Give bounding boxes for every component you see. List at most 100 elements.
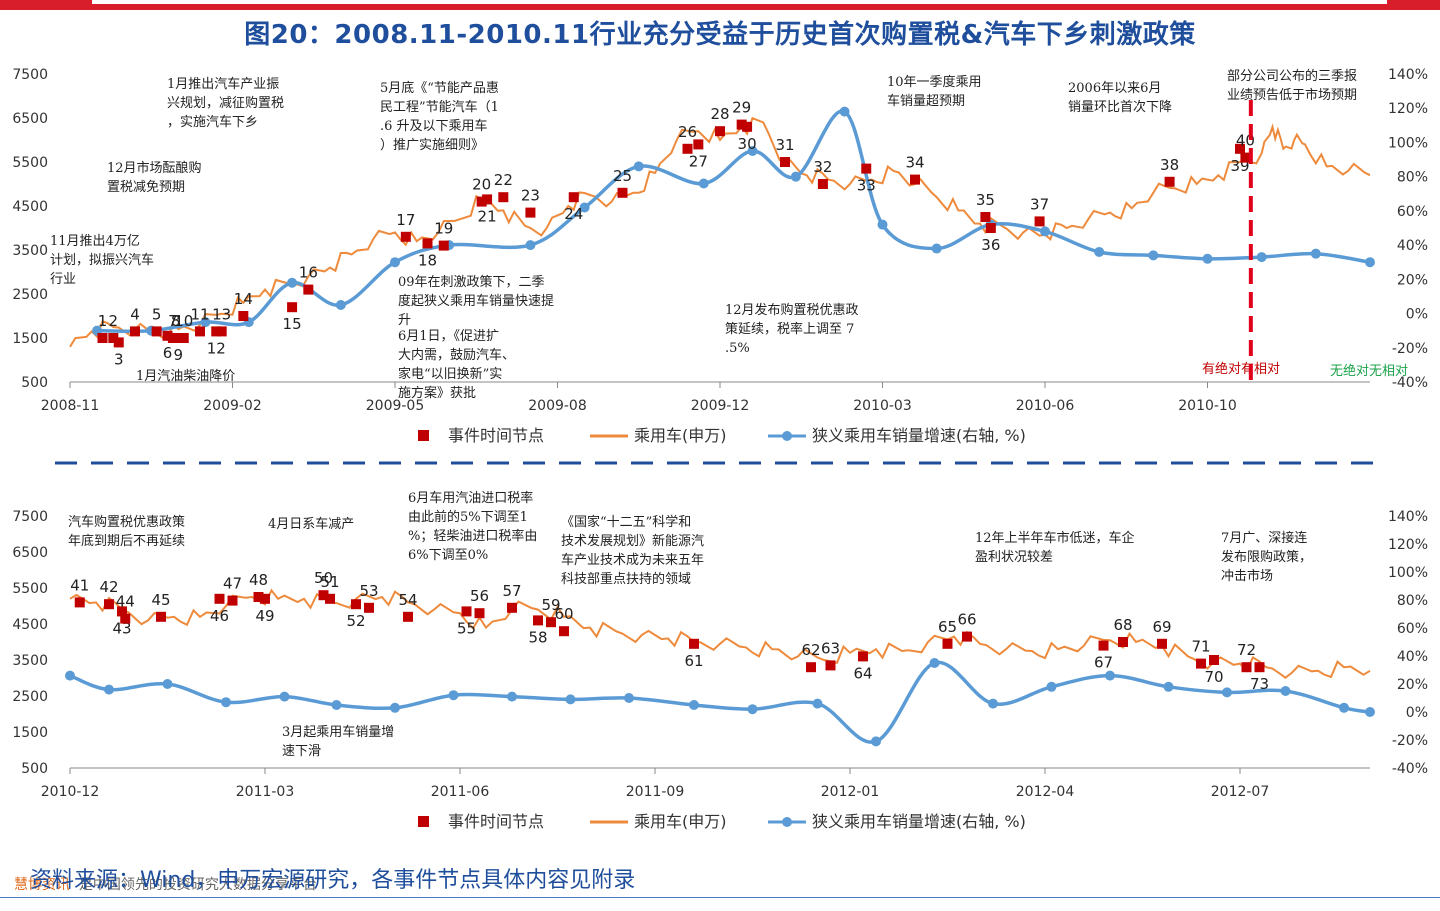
legend-growth-dot <box>782 431 792 441</box>
event-label: 56 <box>470 587 489 605</box>
growth-point <box>1256 252 1267 263</box>
annotation-text: 11月推出4万亿计划，拟振兴汽车行业 <box>50 234 154 287</box>
event-label: 29 <box>732 99 751 117</box>
right-tick-label: -40% <box>1392 375 1428 391</box>
legend-growth-label: 狭义乘用车销量增速(右轴, %) <box>812 812 1026 831</box>
left-tick-label: 7500 <box>12 509 48 525</box>
right-tick-label: 60% <box>1397 621 1428 637</box>
x-tick-label: 2010-12 <box>41 784 100 800</box>
event-marker <box>108 333 119 343</box>
event-marker <box>364 602 374 613</box>
event-label: 52 <box>346 612 365 630</box>
event-marker <box>806 662 816 673</box>
event-label: 62 <box>801 641 820 659</box>
event-marker <box>173 333 184 343</box>
event-label: 60 <box>554 605 573 623</box>
x-tick-label: 2009-12 <box>691 398 750 414</box>
annotation-text: 6月车用汽油进口税率由此前的5%下调至1 %；轻柴油进口税率由 6%下调至0% <box>408 490 537 563</box>
event-label: 13 <box>212 305 231 323</box>
growth-point <box>1040 226 1050 237</box>
event-marker <box>985 223 996 233</box>
event-label: 36 <box>981 236 1000 254</box>
event-label: 37 <box>1030 195 1049 213</box>
event-marker <box>498 192 509 203</box>
left-tick-label: 2500 <box>12 689 48 705</box>
event-label: 27 <box>689 152 708 170</box>
growth-point <box>579 202 590 213</box>
event-label: 9 <box>174 346 184 364</box>
event-label: 1 <box>98 312 108 330</box>
right-tick-label: 20% <box>1397 677 1428 693</box>
legend-index-label: 乘用车(申万) <box>634 812 727 831</box>
event-marker <box>1157 638 1167 649</box>
event-marker <box>1241 662 1252 673</box>
left-tick-label: 6500 <box>12 111 48 127</box>
right-tick-label: 100% <box>1388 565 1428 581</box>
right-tick-label: 140% <box>1388 509 1428 525</box>
event-label: 50 <box>314 569 333 587</box>
chart-top: 7500650055004500350025001500500140%120%1… <box>12 67 1428 445</box>
growth-point <box>287 277 298 288</box>
event-marker <box>130 326 140 337</box>
legend-growth-label: 狭义乘用车销量增速(右轴, %) <box>812 426 1026 445</box>
event-marker <box>422 238 433 249</box>
event-marker <box>476 196 487 207</box>
event-label: 63 <box>821 639 840 657</box>
legend-event-label: 事件时间节点 <box>448 812 544 831</box>
annotation-text: 1月汽油柴油降价 <box>136 369 235 384</box>
growth-point <box>525 240 536 251</box>
growth-line <box>97 109 1371 334</box>
event-label: 70 <box>1204 668 1223 686</box>
event-label: 53 <box>359 582 378 600</box>
event-marker <box>238 311 249 321</box>
growth-point <box>747 704 758 715</box>
event-marker <box>253 592 264 602</box>
right-tick-label: 60% <box>1397 204 1428 220</box>
event-label: 7 <box>168 312 178 330</box>
event-marker <box>1164 176 1175 187</box>
growth-point <box>104 684 114 695</box>
event-marker <box>533 615 543 626</box>
growth-point <box>871 736 881 747</box>
annotation-text: 汽车购置税优惠政策年底到期后不再延续 <box>68 514 185 549</box>
x-tick-label: 2011-09 <box>626 784 685 800</box>
event-label: 64 <box>853 664 872 682</box>
event-marker <box>1098 640 1109 651</box>
event-label: 8 <box>171 312 181 330</box>
left-tick-label: 1500 <box>12 725 48 741</box>
x-tick-label: 2011-03 <box>236 784 295 800</box>
x-tick-label: 2010-06 <box>1016 398 1075 414</box>
event-label: 26 <box>678 123 697 141</box>
event-label: 23 <box>521 187 540 205</box>
event-marker <box>736 119 747 130</box>
event-label: 20 <box>472 176 491 194</box>
event-marker <box>1034 216 1045 227</box>
annotation-text: 2006年以来6月销量环比首次下降 <box>1068 81 1172 115</box>
event-label: 41 <box>70 576 89 594</box>
growth-line <box>69 660 1371 744</box>
event-marker <box>260 593 270 604</box>
right-tick-label: -20% <box>1392 341 1428 357</box>
event-marker <box>351 599 361 610</box>
annotation-text: 7月广、深接连发布限购政策，冲击市场 <box>1221 530 1312 584</box>
growth-point <box>747 146 758 156</box>
event-label: 2 <box>109 312 119 330</box>
growth-point <box>689 700 699 710</box>
event-label: 11 <box>190 305 209 323</box>
event-label: 3 <box>114 350 124 368</box>
event-marker <box>525 207 536 218</box>
growth-point <box>1339 702 1349 713</box>
event-marker <box>151 326 162 337</box>
section-divider <box>55 461 1385 465</box>
event-label: 38 <box>1160 156 1179 174</box>
left-tick-label: 500 <box>21 375 48 391</box>
chart-bottom: 7500 6500 5500 4500 3500 2500 1500 500 140% 120% 1… <box>12 490 1428 831</box>
right-tick-label: 0% <box>1406 307 1428 323</box>
event-marker <box>910 174 920 185</box>
event-label: 18 <box>418 251 437 269</box>
growth-point <box>624 693 634 703</box>
event-marker <box>861 163 872 174</box>
event-label: 65 <box>938 618 957 636</box>
event-marker <box>689 638 699 649</box>
growth-point <box>331 700 342 710</box>
